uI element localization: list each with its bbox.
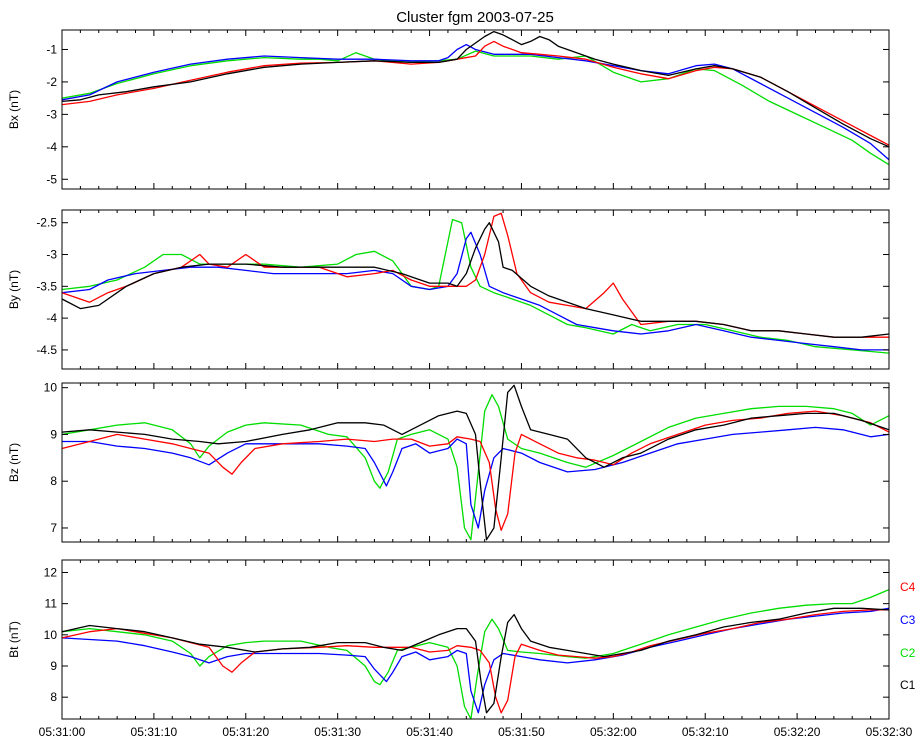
legend-c2: C2: [900, 646, 916, 660]
series-line-c4-panel-2: [61, 212, 889, 338]
panel-frame: [61, 382, 890, 543]
legend-c1: C1: [900, 678, 916, 692]
y-tick-label: 7: [50, 521, 57, 535]
x-tick-label: 05:31:20: [222, 725, 269, 739]
y-tick-label: -2: [46, 75, 57, 89]
series-line-c1-panel-1: [61, 30, 890, 148]
panel-frame: [61, 29, 890, 190]
y-tick-label: 10: [44, 628, 58, 642]
series-line-c3-panel-1: [61, 43, 890, 161]
series-line-c3-panel-3: [62, 426, 890, 529]
panel-frame: [61, 559, 890, 720]
y-axis-label: Bt (nT): [7, 621, 21, 658]
y-axis-label: Bz (nT): [7, 443, 21, 482]
y-tick-label: -4: [46, 140, 57, 154]
x-tick-label: 05:32:30: [866, 725, 913, 739]
y-axis-label: By (nT): [7, 270, 21, 309]
x-tick-label: 05:31:00: [39, 725, 86, 739]
panel-4: 8 9 10 11 12 Bt (nT): [7, 559, 890, 720]
series-line-c2-panel-3: [61, 394, 890, 541]
series-line-c4-panel-1: [61, 40, 890, 146]
panel-3: 7 8 9 10 Bz (nT): [7, 381, 890, 543]
x-tick-label: 05:32:10: [682, 725, 729, 739]
y-tick-label: -4.5: [36, 343, 57, 357]
x-tick-label: 05:31:30: [314, 725, 361, 739]
y-tick-label: -3.5: [36, 279, 57, 293]
y-tick-label: 11: [45, 597, 58, 611]
panel-1: -5 -4 -3 -2 -1 Bx (nT): [7, 29, 890, 190]
series-line-c3-panel-4: [61, 607, 890, 714]
series-line-c4-panel-3: [61, 410, 890, 531]
series-line-c2-panel-2: [61, 218, 890, 354]
panel-frame: [61, 209, 890, 370]
x-tick-label: 05:31:40: [406, 725, 453, 739]
panel-2: -4.5 -4 -3.5 -3 -2.5 By (nT): [7, 209, 890, 370]
series-line-c2-panel-1: [61, 50, 890, 166]
y-tick-label: 9: [50, 659, 57, 673]
y-tick-label: -5: [46, 172, 57, 186]
x-tick-label: 05:32:00: [590, 725, 637, 739]
y-tick-label: 12: [44, 565, 58, 579]
series-line-c1-panel-4: [61, 607, 890, 714]
y-tick-label: -1: [46, 42, 57, 56]
series-line-c4-panel-4: [61, 609, 889, 714]
legend-c4: C4: [900, 580, 916, 594]
y-axis-label: Bx (nT): [7, 90, 21, 129]
x-tick-label: 05:32:20: [774, 725, 821, 739]
y-tick-label: 8: [50, 690, 57, 704]
y-tick-label: -2.5: [36, 216, 57, 230]
y-tick-label: -3: [46, 107, 57, 121]
y-tick-label: -4: [46, 311, 57, 325]
legend-c3: C3: [900, 613, 916, 627]
series-line-c1-panel-3: [61, 384, 890, 541]
series-line-c1-panel-2: [61, 222, 890, 338]
y-tick-label: -3: [46, 248, 57, 262]
chart-title: Cluster fgm 2003-07-25: [396, 9, 554, 26]
series-line-c2-panel-4: [61, 589, 890, 720]
y-tick-label: 10: [44, 381, 58, 395]
y-tick-label: 8: [50, 474, 57, 488]
x-tick-label: 05:31:10: [131, 725, 178, 739]
series-line-c3-panel-2: [61, 231, 889, 351]
y-tick-label: 9: [50, 427, 57, 441]
x-tick-label: 05:31:50: [498, 725, 545, 739]
